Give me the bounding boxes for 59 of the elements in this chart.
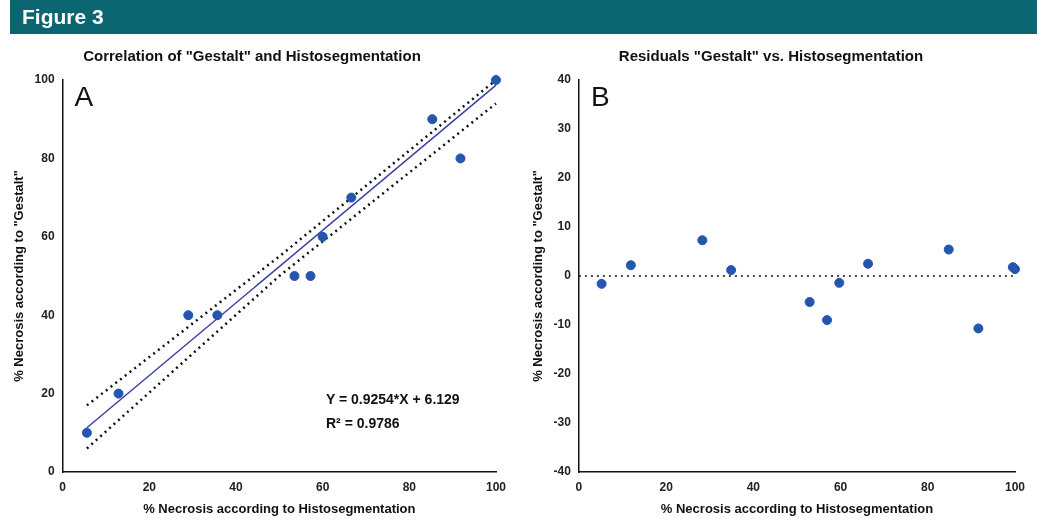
- y-tick-label: 0: [564, 268, 572, 283]
- point: [596, 278, 607, 289]
- annotation: Y = 0.9254*X + 6.129: [326, 390, 460, 407]
- y-tick-label: 0: [47, 464, 55, 479]
- y-tick-label: 60: [41, 229, 55, 244]
- y-tick-label: 20: [41, 385, 55, 400]
- point: [317, 231, 328, 242]
- y-tick-label: 30: [557, 121, 572, 136]
- point: [113, 388, 124, 399]
- point: [212, 310, 223, 321]
- point: [289, 271, 300, 281]
- point: [305, 271, 316, 281]
- x-tick-label: 60: [315, 479, 330, 494]
- x-tick-label: 80: [921, 479, 935, 494]
- x-tick-label: 60: [833, 479, 848, 494]
- x-tick-label: 20: [659, 479, 674, 494]
- point: [822, 315, 833, 326]
- point: [625, 260, 636, 271]
- y-tick-label: -30: [553, 415, 572, 430]
- y-tick-label: 40: [41, 307, 55, 322]
- point: [804, 296, 815, 307]
- point: [834, 277, 845, 288]
- text: Figure 3: [22, 5, 104, 28]
- annotation: R² = 0.9786: [326, 414, 400, 431]
- y-tick-label: -40: [553, 464, 572, 479]
- point: [943, 244, 954, 255]
- y-tick-label: 20: [557, 170, 572, 185]
- point: [81, 427, 92, 438]
- y-axis-title: % Necrosis according to "Gestalt": [11, 170, 27, 382]
- point: [346, 192, 357, 203]
- point: [427, 114, 438, 125]
- point: [697, 235, 708, 246]
- x-tick-label: 100: [485, 479, 507, 494]
- y-tick-label: -10: [553, 317, 572, 332]
- point: [455, 153, 466, 164]
- annotation: A: [74, 80, 94, 112]
- x-axis-title: % Necrosis according to Histosegmentation: [660, 500, 934, 516]
- x-tick-label: 80: [402, 479, 417, 494]
- chart-title: Residuals "Gestalt" vs. Histosegmentation: [618, 47, 924, 65]
- point: [973, 323, 984, 334]
- x-tick-label: 0: [575, 479, 583, 494]
- x-tick-label: 0: [59, 479, 67, 494]
- x-tick-label: 100: [1004, 479, 1026, 494]
- annotation: B: [590, 80, 610, 112]
- x-tick-label: 40: [746, 479, 761, 494]
- x-tick-label: 40: [229, 479, 243, 494]
- y-tick-label: 80: [41, 150, 55, 165]
- chart-title: Correlation of "Gestalt" and Histosegmentation: [83, 47, 421, 65]
- y-tick-label: 100: [34, 72, 55, 87]
- y-axis-title: % Necrosis according to "Gestalt": [530, 170, 546, 382]
- point: [726, 265, 737, 276]
- y-tick-label: 40: [557, 72, 572, 87]
- point: [863, 258, 874, 269]
- point: [183, 310, 194, 321]
- point: [491, 75, 501, 85]
- x-tick-label: 20: [142, 479, 157, 494]
- y-tick-label: 10: [557, 219, 572, 234]
- x-axis-title: % Necrosis according to Histosegmentation: [143, 500, 416, 516]
- y-tick-label: -20: [553, 366, 572, 381]
